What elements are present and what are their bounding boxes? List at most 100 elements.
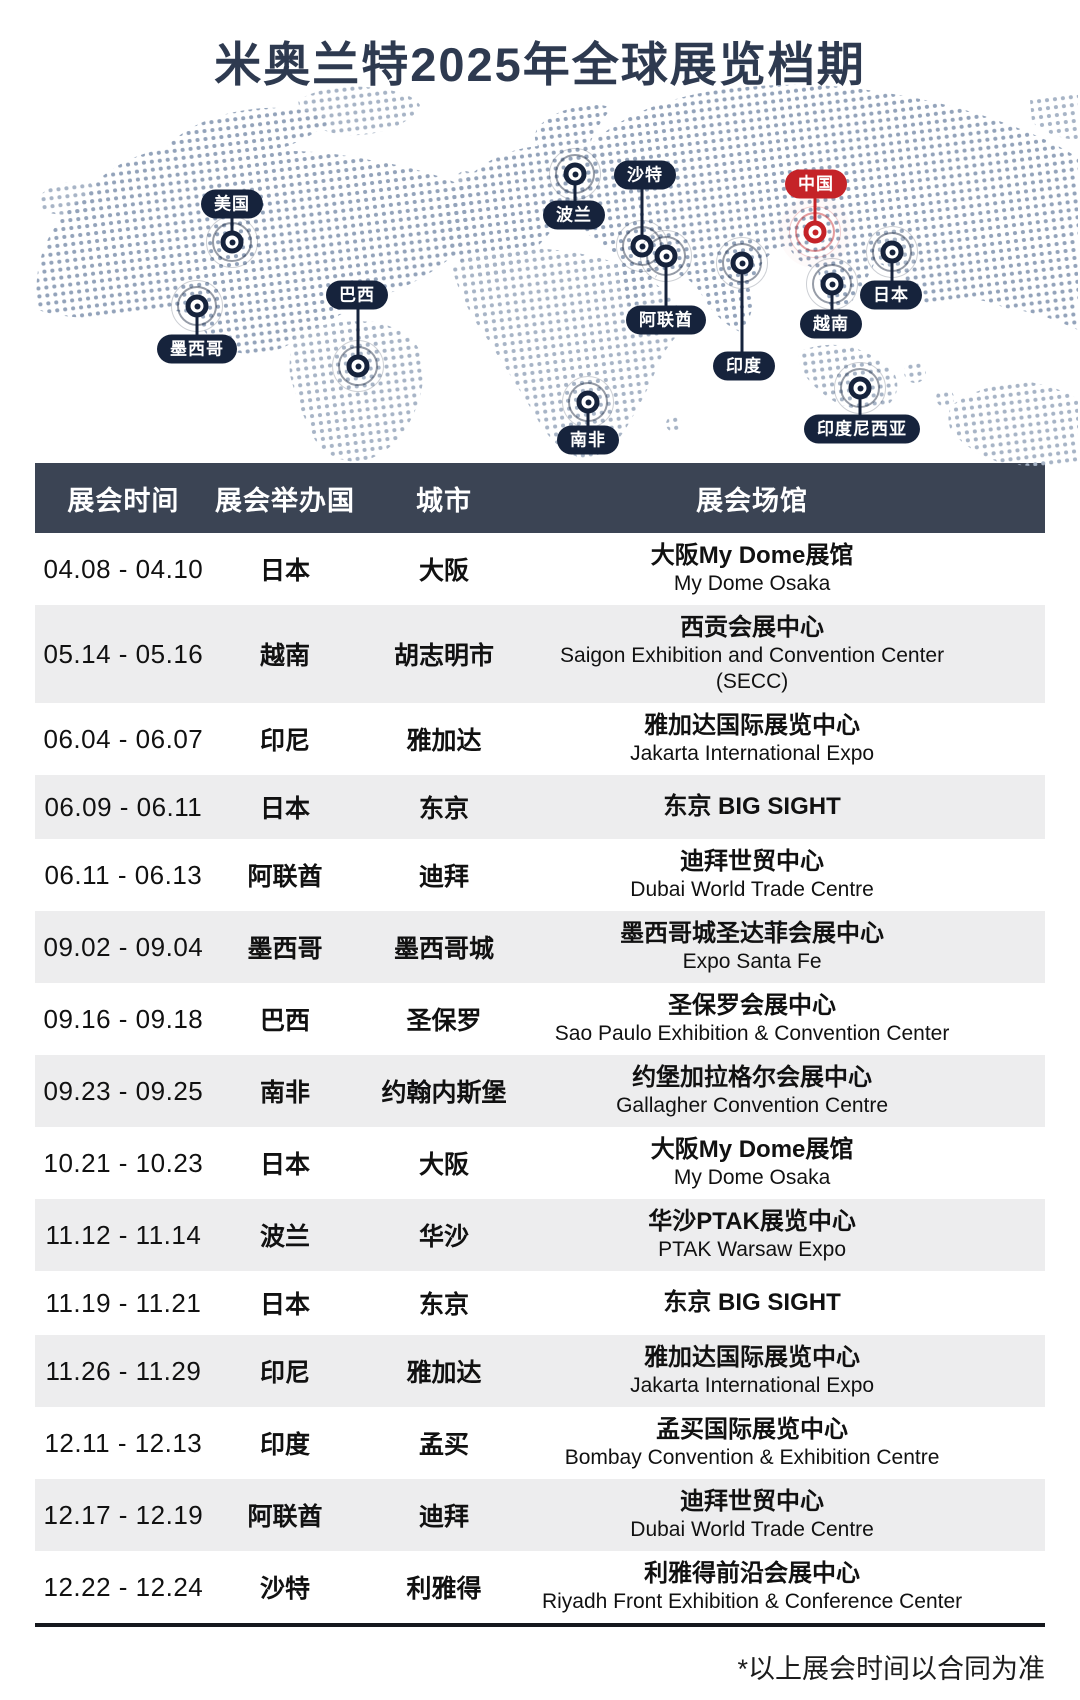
exhibition-time: 10.21 - 10.23	[43, 1147, 204, 1178]
venue-name-cn: 大阪My Dome展馆	[650, 1136, 854, 1163]
venue-name-en: Bombay Convention & Exhibition Centre	[564, 1446, 940, 1469]
venue-name-en: My Dome Osaka	[673, 572, 831, 595]
exhibition-time: 09.02 - 09.04	[43, 931, 204, 962]
table-row: 04.08 - 04.10 日本 大阪 大阪My Dome展馆 My Dome …	[35, 533, 1045, 605]
host-country: 越南	[259, 642, 310, 670]
host-country: 巴西	[259, 1007, 310, 1035]
venue-name-en: Saigon Exhibition and Convention Center …	[560, 644, 945, 693]
table-row: 09.23 - 09.25 南非 约翰内斯堡 约堡加拉格尔会展中心 Gallag…	[35, 1055, 1045, 1127]
header-country: 展会举办国	[214, 485, 355, 516]
exhibition-time: 12.22 - 12.24	[43, 1571, 204, 1602]
table-row: 12.22 - 12.24 沙特 利雅得 利雅得前沿会展中心 Riyadh Fr…	[35, 1551, 1045, 1623]
city: 孟买	[419, 1431, 470, 1459]
venue: 圣保罗会展中心 Sao Paulo Exhibition & Conventio…	[530, 991, 974, 1047]
venue-name-en: Jakarta International Expo	[630, 1374, 875, 1397]
table-body: 04.08 - 04.10 日本 大阪 大阪My Dome展馆 My Dome …	[35, 533, 1045, 1623]
exhibition-time: 11.12 - 11.14	[45, 1219, 202, 1250]
city: 圣保罗	[406, 1007, 482, 1035]
venue-name-en: Dubai World Trade Centre	[630, 1518, 874, 1541]
venue-name-cn: 雅加达国际展览中心	[644, 712, 861, 739]
exhibition-time: 05.14 - 05.16	[43, 638, 204, 669]
table-row: 09.16 - 09.18 巴西 圣保罗 圣保罗会展中心 Sao Paulo E…	[35, 983, 1045, 1055]
venue-name-cn: 东京 BIG SIGHT	[663, 1289, 841, 1316]
host-country: 日本	[259, 557, 310, 585]
venue-name-en: Dubai World Trade Centre	[630, 878, 874, 901]
page-title: 米奥兰特2025年全球展览档期	[214, 38, 866, 91]
host-country: 阿联酋	[247, 863, 323, 891]
host-country: 印度	[259, 1431, 310, 1459]
footer-note: *以上展会时间以合同为准	[737, 1654, 1045, 1684]
exhibition-time: 09.16 - 09.18	[43, 1003, 204, 1034]
table-row: 11.12 - 11.14 波兰 华沙 华沙PTAK展览中心 PTAK Wars…	[35, 1199, 1045, 1271]
venue-name-cn: 约堡加拉格尔会展中心	[632, 1064, 873, 1091]
venue: 孟买国际展览中心 Bombay Convention & Exhibition …	[530, 1415, 974, 1471]
table-row: 12.17 - 12.19 阿联酋 迪拜 迪拜世贸中心 Dubai World …	[35, 1479, 1045, 1551]
venue-name-cn: 西贡会展中心	[680, 614, 825, 641]
exhibition-time: 12.17 - 12.19	[43, 1499, 204, 1530]
table-row: 10.21 - 10.23 日本 大阪 大阪My Dome展馆 My Dome …	[35, 1127, 1045, 1199]
host-country: 日本	[259, 1291, 310, 1319]
table-row: 06.09 - 06.11 日本 东京 东京 BIG SIGHT	[35, 775, 1045, 839]
city: 大阪	[419, 1151, 470, 1179]
city: 东京	[419, 1291, 470, 1319]
exhibition-time: 06.09 - 06.11	[44, 791, 203, 822]
host-country: 印尼	[259, 727, 310, 755]
header-venue: 展会场馆	[696, 485, 809, 516]
city: 东京	[419, 795, 470, 823]
city: 大阪	[419, 557, 470, 585]
venue: 雅加达国际展览中心 Jakarta International Expo	[530, 711, 974, 767]
exhibition-time: 12.11 - 12.13	[44, 1427, 203, 1458]
venue: 迪拜世贸中心 Dubai World Trade Centre	[530, 1487, 974, 1543]
venue-name-cn: 孟买国际展览中心	[656, 1416, 849, 1443]
table-row: 12.11 - 12.13 印度 孟买 孟买国际展览中心 Bombay Conv…	[35, 1407, 1045, 1479]
table-header-row: 展会时间 展会举办国 城市 展会场馆	[35, 463, 1045, 533]
venue: 东京 BIG SIGHT	[530, 792, 974, 822]
venue: 大阪My Dome展馆 My Dome Osaka	[530, 1135, 974, 1191]
city: 墨西哥城	[394, 935, 495, 963]
venue-name-en: My Dome Osaka	[673, 1166, 831, 1189]
venue-name-en: PTAK Warsaw Expo	[658, 1238, 847, 1261]
venue: 利雅得前沿会展中心 Riyadh Front Exhibition & Conf…	[530, 1559, 974, 1615]
venue: 约堡加拉格尔会展中心 Gallagher Convention Centre	[530, 1063, 974, 1119]
venue-name-cn: 东京 BIG SIGHT	[663, 793, 841, 820]
city: 利雅得	[406, 1575, 482, 1603]
venue: 大阪My Dome展馆 My Dome Osaka	[530, 541, 974, 597]
host-country: 阿联酋	[247, 1503, 323, 1531]
host-country: 沙特	[259, 1575, 310, 1603]
exhibition-time: 11.26 - 11.29	[45, 1355, 202, 1386]
host-country: 墨西哥	[247, 935, 323, 963]
map-area	[0, 95, 1080, 463]
venue-name-en: Gallagher Convention Centre	[616, 1094, 889, 1117]
exhibition-time: 06.11 - 06.13	[44, 859, 203, 890]
city: 雅加达	[406, 1359, 482, 1387]
venue-name-en: Sao Paulo Exhibition & Convention Center	[554, 1022, 950, 1045]
venue: 西贡会展中心 Saigon Exhibition and Convention …	[530, 613, 974, 695]
table-row: 05.14 - 05.16 越南 胡志明市 西贡会展中心 Saigon Exhi…	[35, 605, 1045, 703]
exhibition-time: 04.08 - 04.10	[43, 553, 204, 584]
venue-name-cn: 大阪My Dome展馆	[650, 542, 854, 569]
venue-name-cn: 墨西哥城圣达菲会展中心	[620, 920, 885, 947]
venue-name-cn: 雅加达国际展览中心	[644, 1344, 861, 1371]
venue-name-cn: 华沙PTAK展览中心	[648, 1208, 856, 1235]
venue-name-cn: 圣保罗会展中心	[668, 992, 837, 1019]
table-row: 06.04 - 06.07 印尼 雅加达 雅加达国际展览中心 Jakarta I…	[35, 703, 1045, 775]
host-country: 南非	[259, 1079, 310, 1107]
host-country: 日本	[259, 1151, 310, 1179]
table-row: 11.26 - 11.29 印尼 雅加达 雅加达国际展览中心 Jakarta I…	[35, 1335, 1045, 1407]
venue: 华沙PTAK展览中心 PTAK Warsaw Expo	[530, 1207, 974, 1263]
city: 迪拜	[419, 1503, 470, 1531]
city: 迪拜	[419, 863, 470, 891]
venue-name-cn: 迪拜世贸中心	[680, 1488, 825, 1515]
venue-name-en: Expo Santa Fe	[682, 950, 822, 973]
city: 雅加达	[406, 727, 482, 755]
city: 胡志明市	[394, 642, 495, 670]
city: 约翰内斯堡	[381, 1079, 507, 1107]
header-city: 城市	[416, 485, 473, 516]
exhibition-time: 09.23 - 09.25	[43, 1075, 204, 1106]
city: 华沙	[419, 1223, 470, 1251]
venue: 迪拜世贸中心 Dubai World Trade Centre	[530, 847, 974, 903]
venue-name-cn: 利雅得前沿会展中心	[644, 1560, 861, 1587]
table-row: 06.11 - 06.13 阿联酋 迪拜 迪拜世贸中心 Dubai World …	[35, 839, 1045, 911]
venue-name-en: Jakarta International Expo	[630, 742, 875, 765]
